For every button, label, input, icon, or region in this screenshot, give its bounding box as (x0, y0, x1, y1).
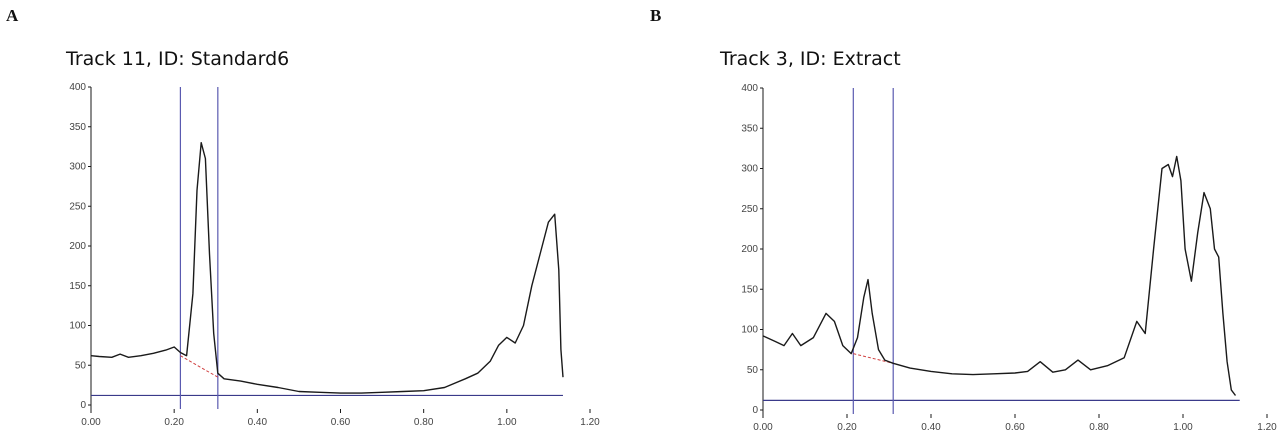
x-tick-label: 0.20 (837, 422, 857, 433)
panel-a-letter: A (6, 6, 19, 25)
x-tick-label: 0.80 (1089, 422, 1109, 433)
y-tick-label: 350 (741, 123, 758, 134)
y-tick-label: 200 (69, 241, 86, 252)
x-tick-label: 0.00 (753, 422, 773, 433)
series-line (90, 141, 564, 394)
peak-baseline-segment (853, 353, 894, 364)
panel-b-title: Track 3, ID: Extract (720, 48, 901, 70)
peak-baseline-segment (180, 355, 219, 378)
x-tick-label: 0.40 (248, 417, 268, 428)
x-tick-label: 1.00 (497, 417, 517, 428)
y-tick-label: 150 (741, 284, 758, 295)
y-tick-label: 250 (69, 201, 86, 212)
panel-a-title: Track 11, ID: Standard6 (66, 48, 290, 70)
y-tick-label: 100 (741, 325, 758, 336)
y-tick-label: 50 (75, 360, 87, 371)
x-tick-label: 1.20 (1257, 422, 1277, 433)
x-tick-label: 1.20 (580, 417, 600, 428)
y-tick-label: 250 (741, 204, 758, 215)
y-tick-label: 400 (69, 82, 86, 93)
y-tick-label: 200 (741, 244, 758, 255)
y-tick-label: 350 (69, 122, 86, 133)
x-tick-label: 1.00 (1173, 422, 1193, 433)
panel-b-letter: B (650, 6, 662, 25)
y-tick-label: 50 (747, 365, 759, 376)
y-tick-label: 0 (80, 400, 86, 411)
x-tick-label: 0.20 (164, 417, 184, 428)
x-tick-label: 0.60 (1005, 422, 1025, 433)
y-tick-label: 400 (741, 83, 758, 94)
y-tick-label: 150 (69, 281, 86, 292)
y-tick-label: 300 (741, 164, 758, 175)
x-tick-label: 0.00 (81, 417, 101, 428)
series-line (762, 155, 1237, 396)
x-tick-label: 0.40 (921, 422, 941, 433)
y-tick-label: 300 (69, 162, 86, 173)
y-tick-label: 0 (752, 405, 758, 416)
x-tick-label: 0.80 (414, 417, 434, 428)
y-tick-label: 100 (69, 321, 86, 332)
x-tick-label: 0.60 (331, 417, 351, 428)
